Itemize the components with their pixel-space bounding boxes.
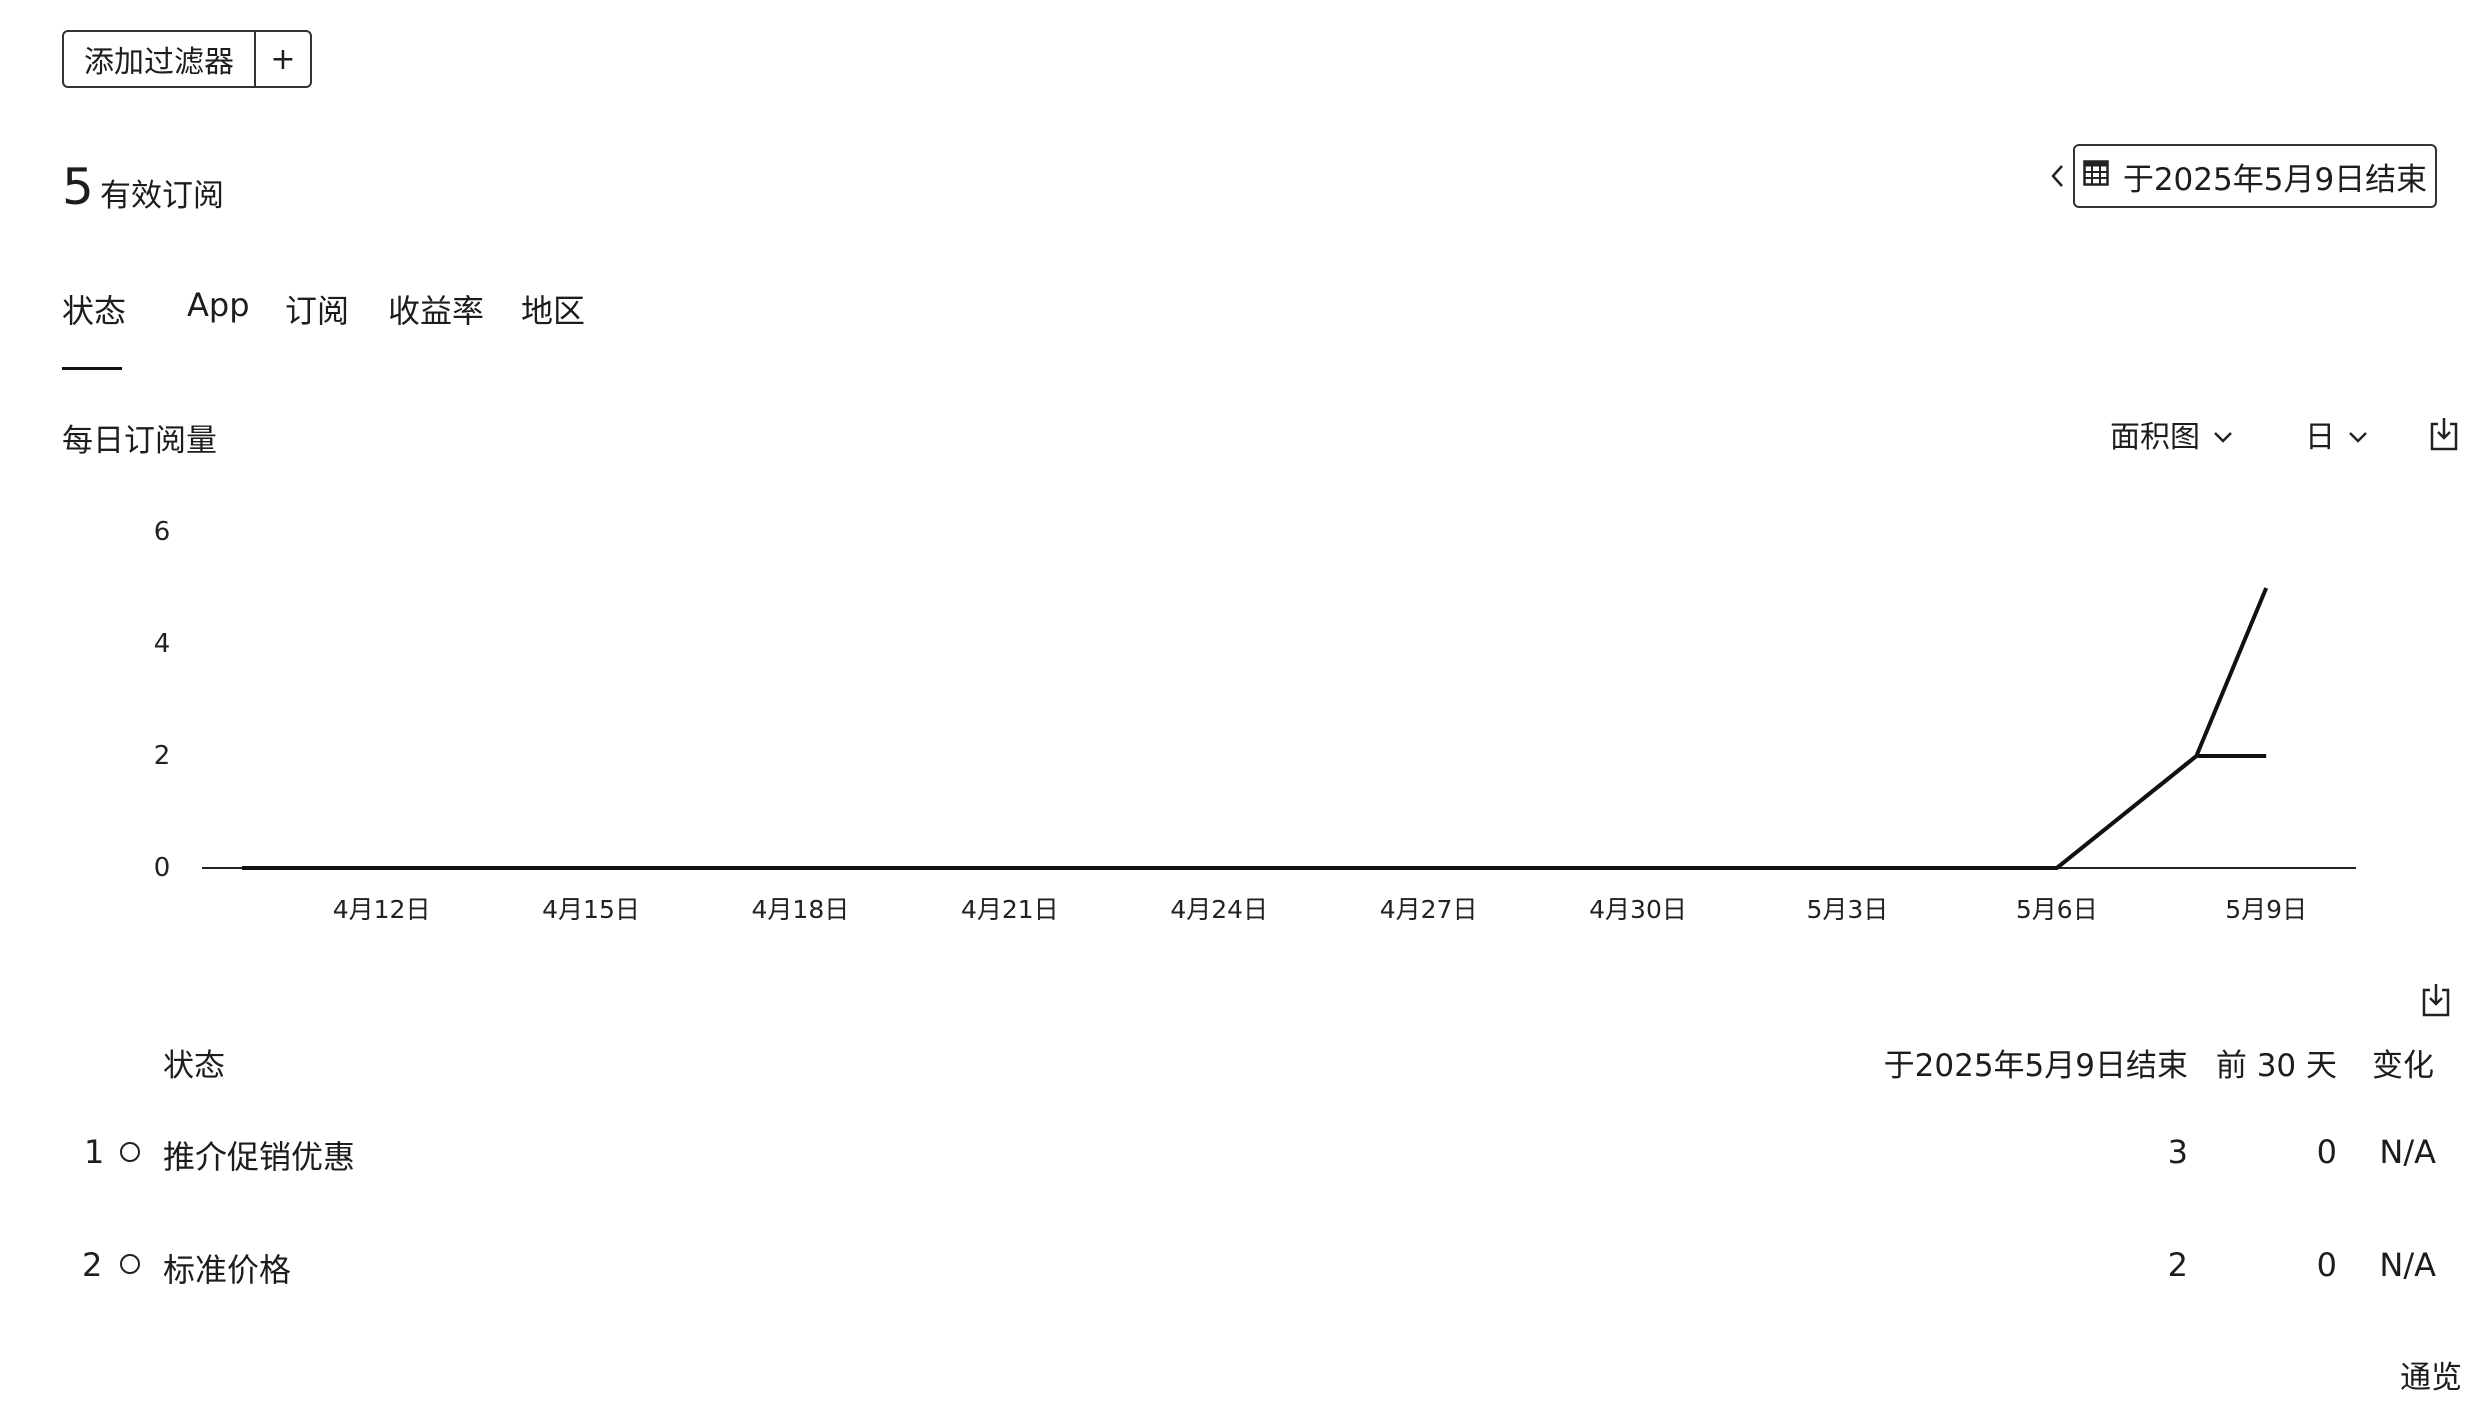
add-filter-plus-icon[interactable]: +	[270, 41, 296, 77]
x-tick-label: 4月21日	[961, 895, 1059, 924]
granularity-select[interactable]: 日	[2305, 412, 2369, 456]
chart-type-value: 面积图	[2110, 420, 2200, 455]
row-name: 推介促销优惠	[163, 1138, 356, 1176]
download-icon[interactable]	[2428, 416, 2460, 456]
row-change: N/A	[2379, 1133, 2436, 1171]
date-range-label: 于2025年5月9日结束	[2122, 161, 2428, 198]
x-tick-label: 4月15日	[542, 895, 640, 924]
chevron-left-icon[interactable]	[2046, 158, 2070, 194]
active-subscription-label: 有效订阅	[100, 178, 224, 214]
chevron-down-icon	[2347, 417, 2369, 452]
active-subscription-count: 5	[62, 158, 94, 216]
x-tick-label: 5月3日	[1806, 895, 1888, 924]
row-name: 标准价格	[163, 1251, 292, 1289]
tab-status[interactable]: 状态	[62, 292, 127, 330]
tab-subscription[interactable]: 订阅	[285, 292, 350, 330]
tab-app[interactable]: App	[187, 286, 250, 324]
row-change: N/A	[2379, 1246, 2436, 1284]
y-tick-label: 6	[154, 517, 171, 547]
y-tick-label: 2	[154, 741, 171, 771]
date-range-button[interactable]: 于2025年5月9日结束	[2073, 144, 2437, 208]
series-line-1	[242, 587, 2269, 870]
download-icon[interactable]	[2420, 982, 2452, 1022]
overview-link[interactable]: 通览	[2400, 1360, 2462, 1396]
row-rank: 2	[82, 1246, 103, 1284]
x-tick-label: 4月24日	[1170, 895, 1268, 924]
row-previous: 0	[2316, 1133, 2337, 1171]
status-circle-icon	[120, 1254, 140, 1274]
active-tab-indicator	[62, 367, 122, 370]
x-tick-label: 4月12日	[333, 895, 431, 924]
column-header-current[interactable]: 于2025年5月9日结束	[1883, 1048, 2188, 1084]
column-header-previous[interactable]: 前 30 天	[2215, 1048, 2337, 1084]
calendar-icon	[2083, 158, 2109, 194]
row-current: 2	[2167, 1246, 2188, 1284]
tab-region[interactable]: 地区	[521, 292, 586, 330]
granularity-value: 日	[2305, 420, 2335, 455]
x-tick-label: 5月9日	[2225, 895, 2307, 924]
x-tick-label: 4月30日	[1589, 895, 1687, 924]
row-current: 3	[2167, 1133, 2188, 1171]
column-header-change[interactable]: 变化	[2372, 1048, 2434, 1084]
row-previous: 0	[2316, 1246, 2337, 1284]
x-tick-label: 4月18日	[752, 895, 850, 924]
chevron-down-icon	[2212, 417, 2234, 452]
row-rank: 1	[84, 1133, 105, 1171]
y-tick-label: 0	[154, 853, 171, 883]
daily-subscriptions-chart: 0 2 4 6 4月12日 4月15日 4月18日 4月21日 4月24日 4月27日 4月30日 5…	[154, 517, 2356, 924]
add-filter-button[interactable]: 添加过滤器 +	[62, 30, 312, 88]
tab-yield[interactable]: 收益率	[388, 292, 485, 330]
chart-type-select[interactable]: 面积图	[2110, 412, 2234, 456]
series-line-2	[242, 754, 2267, 870]
y-tick-label: 4	[154, 629, 171, 659]
x-tick-label: 4月27日	[1380, 895, 1478, 924]
column-header-status[interactable]: 状态	[163, 1048, 225, 1084]
x-tick-label: 5月6日	[2016, 895, 2098, 924]
add-filter-label: 添加过滤器	[64, 32, 256, 86]
status-circle-icon	[120, 1142, 140, 1162]
chart-title: 每日订阅量	[62, 423, 217, 459]
